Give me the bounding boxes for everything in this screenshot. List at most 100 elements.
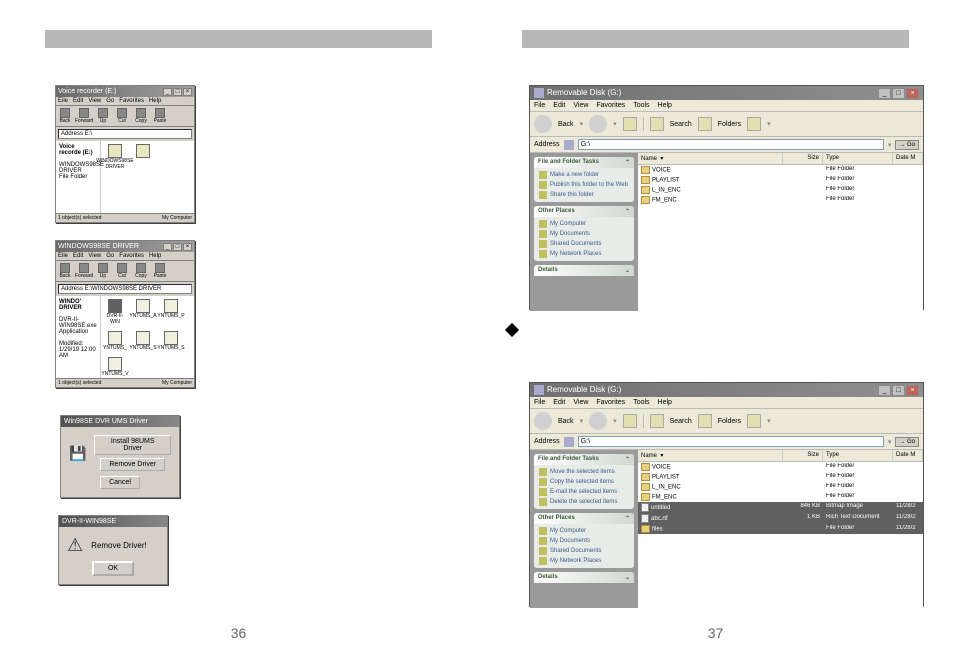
minimize-button[interactable]: _	[878, 385, 891, 396]
menu-item[interactable]: View	[88, 253, 101, 259]
cut-button[interactable]: Cut	[115, 263, 129, 279]
menu-item[interactable]: Tools	[633, 399, 649, 406]
back-button[interactable]	[534, 115, 552, 133]
place-link[interactable]: My Computer	[539, 220, 629, 228]
file-icon[interactable]: YNTUMS_	[104, 331, 126, 351]
titlebar[interactable]: DVR-II-WIN98SE	[59, 516, 167, 527]
forward-button[interactable]: Forward	[77, 263, 91, 279]
up-button[interactable]: Up	[96, 108, 110, 124]
paste-button[interactable]: Paste	[153, 108, 167, 124]
install-button[interactable]: Install 98UMS Driver	[94, 435, 171, 455]
titlebar[interactable]: WINDOWS98SE DRIVER _ □ ×	[56, 241, 194, 252]
task-link[interactable]: Share this folder	[539, 191, 629, 199]
copy-button[interactable]: Copy	[134, 263, 148, 279]
titlebar[interactable]: Win98SE DVR UMS Driver	[61, 416, 179, 427]
menu-item[interactable]: Eile	[58, 253, 68, 259]
cancel-button[interactable]: Cancel	[100, 476, 140, 489]
list-row[interactable]: abc.rtf1 KBRich Text Document11/28/2	[638, 513, 923, 524]
file-icon[interactable]: YNTUMS_S	[132, 331, 154, 351]
task-link[interactable]: Delete the selected items	[539, 498, 629, 506]
maximize-button[interactable]: □	[892, 385, 905, 396]
menu-item[interactable]: Favorites	[596, 399, 625, 406]
list-row[interactable]: L_IN_ENCFile Folder	[638, 482, 923, 492]
views-icon[interactable]	[747, 117, 761, 131]
task-link[interactable]: Make a new folder	[539, 171, 629, 179]
menu-item[interactable]: File	[534, 399, 545, 406]
file-icon[interactable]: YNTUMS_A	[132, 299, 154, 325]
folder-icon[interactable]: WINDOWS98SE DRIVER	[104, 144, 126, 170]
folder-icon[interactable]	[132, 144, 154, 170]
list-row[interactable]: FM_ENCFile Folder	[638, 492, 923, 502]
expand-icon[interactable]: ⌄	[625, 574, 630, 581]
menu-item[interactable]: Help	[658, 102, 672, 109]
file-icon[interactable]: YNTUMS_P	[160, 299, 182, 325]
cut-button[interactable]: Cut	[115, 108, 129, 124]
task-link[interactable]: E-mail the selected items	[539, 488, 629, 496]
column-headers[interactable]: Name ▾SizeTypeDate M	[638, 450, 923, 462]
list-row[interactable]: L_IN_ENCFile Folder	[638, 185, 923, 195]
address-input[interactable]	[578, 436, 884, 447]
task-link[interactable]: Publish this folder to the Web	[539, 181, 629, 189]
menu-item[interactable]: Favorites	[596, 102, 625, 109]
place-link[interactable]: My Network Places	[539, 250, 629, 258]
place-link[interactable]: My Network Places	[539, 557, 629, 565]
list-row[interactable]: PLAYLISTFile Folder	[638, 175, 923, 185]
back-button[interactable]	[534, 412, 552, 430]
menu-item[interactable]: Go	[106, 98, 114, 104]
up-icon[interactable]	[623, 117, 637, 131]
menu-item[interactable]: Edit	[73, 98, 83, 104]
place-link[interactable]: My Documents	[539, 537, 629, 545]
menu-item[interactable]: Favorites	[119, 253, 144, 259]
collapse-icon[interactable]: ⌃	[625, 208, 630, 215]
collapse-icon[interactable]: ⌃	[625, 159, 630, 166]
collapse-icon[interactable]: ⌃	[625, 515, 630, 522]
column-headers[interactable]: Name ▾SizeTypeDate M	[638, 153, 923, 165]
go-button[interactable]: → Go	[895, 437, 919, 447]
views-icon[interactable]	[747, 414, 761, 428]
list-row[interactable]: untitled846 KBBitmap Image11/28/2	[638, 502, 923, 513]
folders-icon[interactable]	[698, 117, 712, 131]
collapse-icon[interactable]: ⌃	[625, 456, 630, 463]
forward-button[interactable]	[589, 115, 607, 133]
forward-button[interactable]	[589, 412, 607, 430]
paste-button[interactable]: Paste	[153, 263, 167, 279]
file-list[interactable]: Name ▾SizeTypeDate MVOICEFile FolderPLAY…	[638, 450, 923, 608]
close-button[interactable]: ×	[183, 243, 192, 251]
folders-icon[interactable]	[698, 414, 712, 428]
task-link[interactable]: Copy the selected items	[539, 478, 629, 486]
menu-item[interactable]: Favorites	[119, 98, 144, 104]
up-button[interactable]: Up	[96, 263, 110, 279]
menu-item[interactable]: Go	[106, 253, 114, 259]
up-icon[interactable]	[623, 414, 637, 428]
titlebar[interactable]: Voice recorder (E:) _ □ ×	[56, 86, 194, 97]
menu-item[interactable]: Edit	[553, 399, 565, 406]
close-button[interactable]: ×	[906, 88, 919, 99]
minimize-button[interactable]: _	[878, 88, 891, 99]
titlebar[interactable]: Removable Disk (G:)_□×	[530, 86, 923, 100]
menu-item[interactable]: View	[573, 399, 588, 406]
file-icon[interactable]: DVR-II-WIN	[104, 299, 126, 325]
close-button[interactable]: ×	[183, 88, 192, 96]
titlebar[interactable]: Removable Disk (G:)_□×	[530, 383, 923, 397]
back-button[interactable]: Back	[58, 263, 72, 279]
menu-item[interactable]: File	[534, 102, 545, 109]
back-button[interactable]: Back	[58, 108, 72, 124]
list-row[interactable]: VOICEFile Folder	[638, 462, 923, 472]
address-bar[interactable]: Address E:\WINDOWS98SE DRIVER	[58, 284, 192, 294]
go-button[interactable]: → Go	[895, 140, 919, 150]
menu-item[interactable]: Edit	[73, 253, 83, 259]
address-input[interactable]	[578, 139, 884, 150]
close-button[interactable]: ×	[906, 385, 919, 396]
menu-item[interactable]: Tools	[633, 102, 649, 109]
minimize-button[interactable]: _	[163, 243, 172, 251]
file-list[interactable]: Name ▾SizeTypeDate MVOICEFile FolderPLAY…	[638, 153, 923, 311]
search-icon[interactable]	[650, 117, 664, 131]
list-row[interactable]: FM_ENCFile Folder	[638, 195, 923, 205]
minimize-button[interactable]: _	[163, 88, 172, 96]
maximize-button[interactable]: □	[173, 88, 182, 96]
maximize-button[interactable]: □	[173, 243, 182, 251]
menu-item[interactable]: View	[88, 98, 101, 104]
menu-item[interactable]: Eile	[58, 98, 68, 104]
menu-item[interactable]: Help	[149, 98, 161, 104]
menu-item[interactable]: View	[573, 102, 588, 109]
